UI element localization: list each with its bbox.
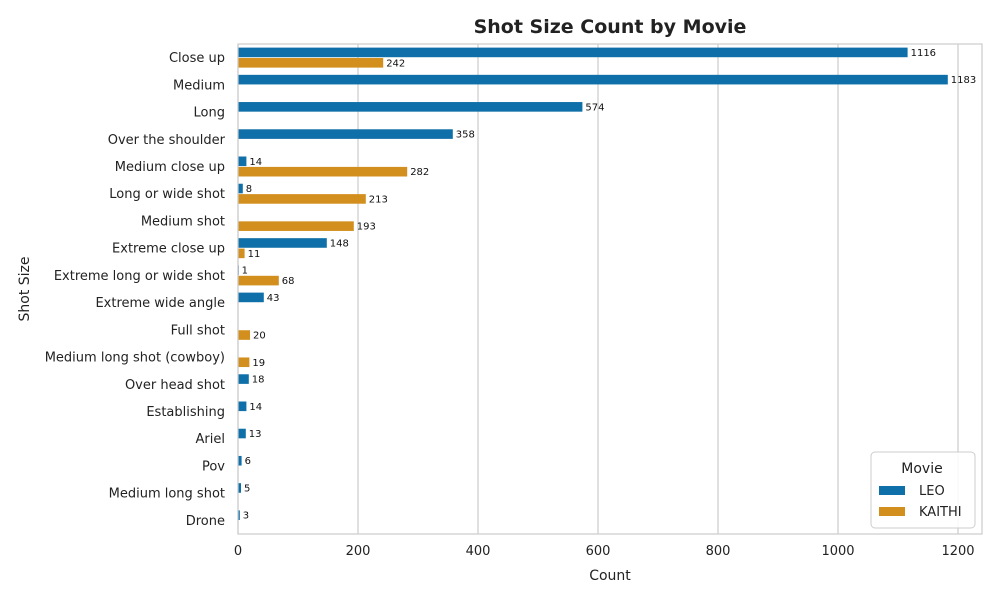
bar-leo bbox=[238, 129, 453, 139]
y-tick-labels: Close up Medium Long Over the shoulder Mediu… bbox=[45, 51, 226, 529]
y-tick-label: Long or wide shot bbox=[109, 187, 225, 202]
bar-kaithi bbox=[238, 58, 384, 68]
y-tick-label: Ariel bbox=[196, 432, 225, 447]
bar-leo bbox=[238, 183, 243, 194]
x-tick-labels: 0 200 400 600 800 1000 1200 bbox=[234, 544, 975, 559]
bar-leo bbox=[238, 374, 249, 384]
value-label-leo: 3 bbox=[243, 511, 249, 522]
value-label-leo: 8 bbox=[246, 184, 252, 195]
y-tick-label: Extreme wide angle bbox=[95, 296, 225, 311]
y-tick-label: Pov bbox=[202, 459, 225, 474]
y-tick-label: Over the shoulder bbox=[108, 133, 226, 148]
value-label-leo: 1183 bbox=[951, 75, 976, 86]
bar-leo bbox=[238, 510, 240, 520]
value-label-kaithi: 11 bbox=[248, 249, 261, 260]
chart-title: Shot Size Count by Movie bbox=[474, 16, 747, 38]
bars bbox=[238, 47, 948, 520]
value-label-leo: 574 bbox=[585, 102, 604, 113]
value-label-leo: 14 bbox=[249, 402, 262, 413]
x-tick-label: 800 bbox=[706, 544, 731, 559]
bar-leo bbox=[238, 401, 247, 412]
bar-kaithi bbox=[238, 275, 279, 286]
bar-kaithi bbox=[238, 248, 245, 259]
value-label-kaithi: 19 bbox=[252, 358, 265, 369]
legend-label-kaithi: KAITHI bbox=[919, 505, 962, 520]
y-axis-label: Shot Size bbox=[17, 256, 33, 321]
value-label-leo: 148 bbox=[330, 238, 349, 249]
value-label-kaithi: 282 bbox=[410, 167, 429, 178]
x-tick-label: 600 bbox=[586, 544, 611, 559]
bar-leo bbox=[238, 102, 583, 112]
y-tick-label: Close up bbox=[169, 51, 225, 66]
value-label-kaithi: 68 bbox=[282, 276, 295, 287]
bar-leo bbox=[238, 483, 241, 493]
value-label-kaithi: 213 bbox=[369, 194, 388, 205]
value-label-leo: 358 bbox=[456, 130, 475, 141]
bar-leo bbox=[238, 74, 948, 85]
legend-swatch-kaithi bbox=[879, 507, 905, 516]
value-label-leo: 6 bbox=[245, 456, 251, 467]
bar-kaithi bbox=[238, 166, 408, 177]
bar-leo bbox=[238, 156, 247, 167]
x-axis-label: Count bbox=[589, 568, 631, 584]
value-labels: 1116118357435814814814318141365324228221… bbox=[242, 48, 977, 522]
x-tick-label: 1000 bbox=[821, 544, 854, 559]
bar-leo bbox=[238, 238, 327, 248]
value-label-leo: 43 bbox=[267, 293, 280, 304]
value-label-leo: 1 bbox=[242, 266, 248, 277]
value-label-kaithi: 20 bbox=[253, 331, 266, 342]
value-label-kaithi: 193 bbox=[357, 222, 376, 233]
value-label-leo: 18 bbox=[252, 375, 265, 386]
value-label-leo: 5 bbox=[244, 483, 250, 494]
y-tick-label: Medium long shot (cowboy) bbox=[45, 351, 225, 366]
bar-kaithi bbox=[238, 194, 366, 204]
value-label-leo: 1116 bbox=[911, 48, 936, 59]
bar-kaithi bbox=[238, 221, 354, 231]
y-tick-label: Medium close up bbox=[115, 160, 225, 175]
value-label-leo: 13 bbox=[249, 429, 262, 440]
legend-title: Movie bbox=[901, 461, 942, 477]
bar-leo bbox=[238, 428, 246, 439]
y-tick-label: Medium bbox=[173, 78, 225, 93]
legend-label-leo: LEO bbox=[919, 484, 945, 499]
bar-kaithi bbox=[238, 357, 250, 368]
x-tick-label: 1200 bbox=[941, 544, 974, 559]
legend: Movie LEO KAITHI bbox=[870, 451, 976, 529]
plot-frame bbox=[237, 43, 983, 535]
bar-leo bbox=[238, 455, 242, 466]
legend-swatch-leo bbox=[879, 486, 905, 495]
y-tick-label: Establishing bbox=[146, 405, 225, 420]
bar-kaithi bbox=[238, 330, 250, 340]
y-tick-label: Medium long shot bbox=[109, 487, 225, 502]
grid-lines bbox=[237, 44, 959, 534]
bar-leo bbox=[238, 292, 264, 303]
y-tick-label: Full shot bbox=[171, 323, 225, 338]
bar-leo bbox=[238, 47, 908, 58]
y-tick-label: Extreme close up bbox=[112, 242, 225, 257]
x-tick-label: 200 bbox=[346, 544, 371, 559]
x-tick-label: 0 bbox=[234, 544, 242, 559]
value-label-kaithi: 242 bbox=[386, 58, 405, 69]
x-tick-label: 400 bbox=[466, 544, 491, 559]
y-tick-label: Extreme long or wide shot bbox=[54, 269, 225, 284]
y-tick-label: Medium shot bbox=[141, 214, 225, 229]
y-tick-label: Over head shot bbox=[125, 378, 225, 393]
y-tick-label: Drone bbox=[186, 514, 225, 529]
value-label-leo: 14 bbox=[249, 157, 262, 168]
y-tick-label: Long bbox=[194, 106, 225, 121]
